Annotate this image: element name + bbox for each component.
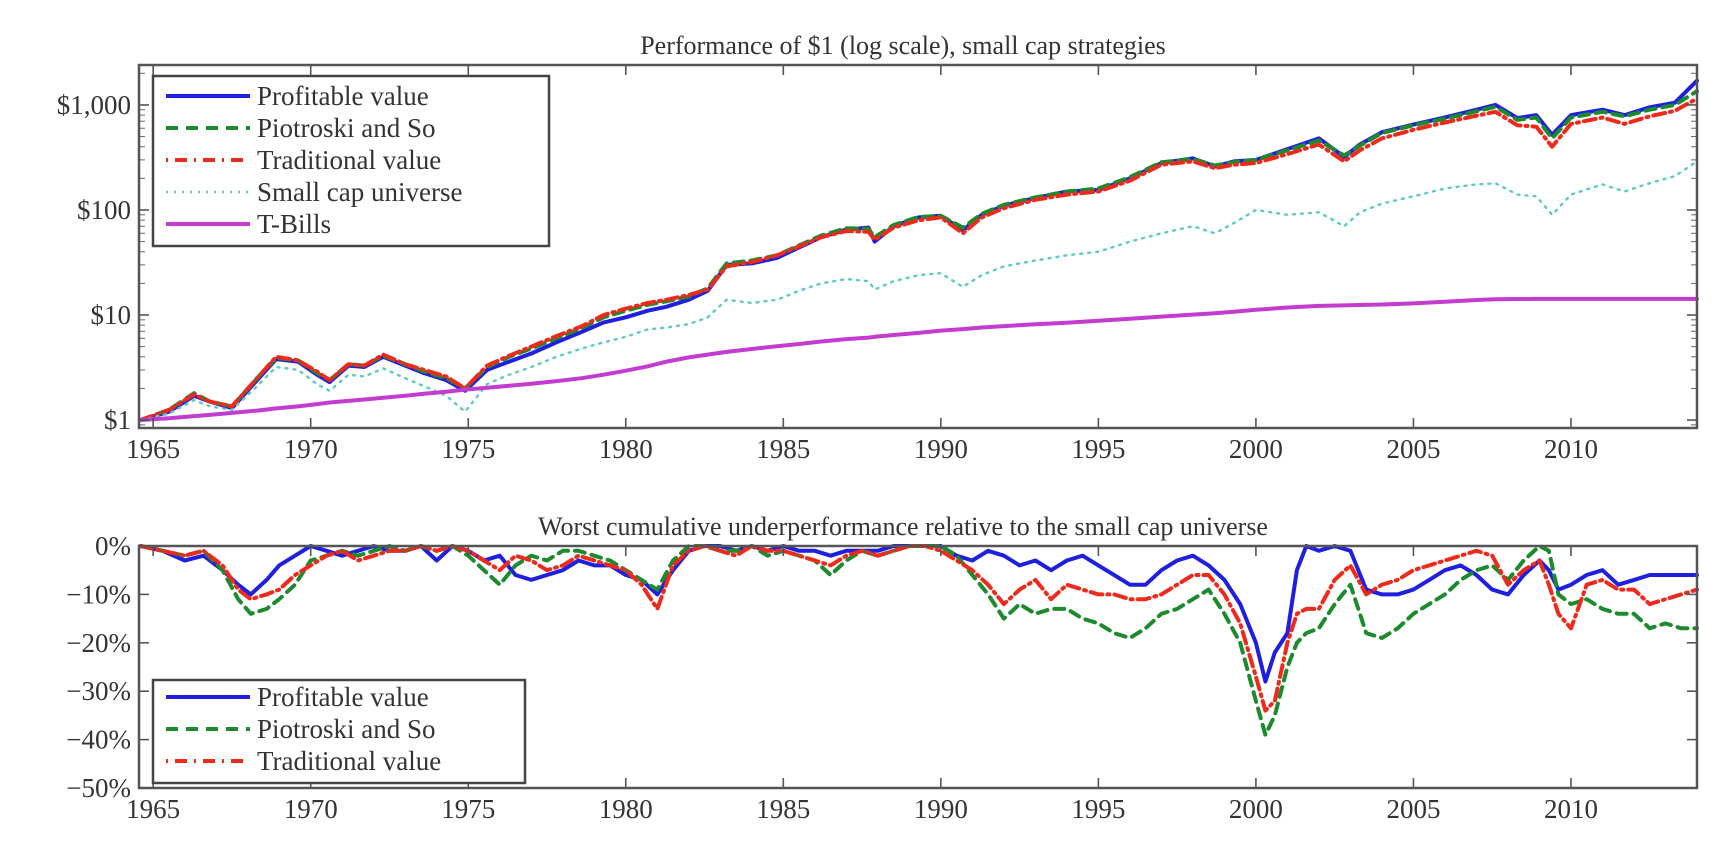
legend-label-traditional-value: Traditional value bbox=[257, 145, 441, 175]
legend-label-profitable-value: Profitable value bbox=[257, 682, 429, 712]
x-tick-label: 2005 bbox=[1386, 794, 1440, 824]
performance-series-group bbox=[138, 78, 1699, 422]
y-tick-label: $1,000 bbox=[57, 90, 131, 120]
x-tick-label: 1995 bbox=[1071, 794, 1125, 824]
x-tick-label: 1975 bbox=[441, 434, 495, 464]
legend-item-profitable-value: Profitable value bbox=[166, 81, 429, 111]
x-tick-label: 1995 bbox=[1071, 434, 1125, 464]
x-tick-label: 1980 bbox=[599, 434, 653, 464]
x-tick-label: 1975 bbox=[441, 794, 495, 824]
performance-chart-title: Performance of $1 (log scale), small cap… bbox=[640, 31, 1166, 60]
performance-chart: Performance of $1 (log scale), small cap… bbox=[57, 31, 1699, 464]
x-tick-label: 1970 bbox=[284, 434, 338, 464]
x-tick-label: 1965 bbox=[126, 434, 180, 464]
x-tick-label: 2005 bbox=[1386, 434, 1440, 464]
legend-item-small-cap-universe: Small cap universe bbox=[166, 177, 462, 207]
performance-series-t-bills bbox=[138, 296, 1699, 422]
underperformance-plot-frame bbox=[137, 544, 1699, 790]
y-tick-label: −30% bbox=[66, 676, 131, 706]
x-tick-label: 1985 bbox=[756, 794, 810, 824]
x-tick-label: 1980 bbox=[599, 794, 653, 824]
x-tick-label: 2010 bbox=[1544, 794, 1598, 824]
legend-label-piotroski-and-so: Piotroski and So bbox=[257, 714, 436, 744]
performance-plot-frame bbox=[137, 63, 1699, 430]
x-tick-label: 2010 bbox=[1544, 434, 1598, 464]
underperformance-series-profitable-value bbox=[138, 544, 1699, 684]
x-tick-label: 1985 bbox=[756, 434, 810, 464]
y-tick-label: $1 bbox=[104, 405, 131, 435]
legend-item-traditional-value: Traditional value bbox=[166, 145, 441, 175]
underperformance-chart: Worst cumulative underperformance relati… bbox=[66, 512, 1699, 824]
underperformance-chart-title: Worst cumulative underperformance relati… bbox=[538, 512, 1268, 541]
y-tick-label: −50% bbox=[66, 773, 131, 803]
legend-item-t-bills: T-Bills bbox=[166, 209, 331, 239]
y-tick-label: $10 bbox=[91, 300, 132, 330]
legend-item-profitable-value: Profitable value bbox=[166, 682, 429, 712]
legend-label-small-cap-universe: Small cap universe bbox=[257, 177, 462, 207]
y-tick-label: −10% bbox=[66, 579, 131, 609]
legend-item-piotroski-and-so: Piotroski and So bbox=[166, 714, 436, 744]
y-tick-label: −20% bbox=[66, 628, 131, 658]
legend-item-traditional-value: Traditional value bbox=[166, 746, 441, 776]
performance-legend-box bbox=[151, 74, 551, 248]
legend-label-traditional-value: Traditional value bbox=[257, 746, 441, 776]
performance-legend: Profitable value Piotroski and So Tradit… bbox=[151, 74, 551, 248]
x-tick-label: 2000 bbox=[1229, 794, 1283, 824]
x-tick-label: 1970 bbox=[284, 794, 338, 824]
x-tick-label: 1990 bbox=[914, 434, 968, 464]
y-tick-label: $100 bbox=[77, 195, 131, 225]
performance-series-traditional-value bbox=[138, 96, 1699, 422]
x-tick-label: 1990 bbox=[914, 794, 968, 824]
legend-label-t-bills: T-Bills bbox=[257, 209, 331, 239]
underperformance-axis-ticks: 1965 1970 1975 1980 1985 1990 1995 2000 2005 2010… bbox=[66, 531, 1697, 824]
legend-label-piotroski-and-so: Piotroski and So bbox=[257, 113, 436, 143]
underperformance-legend: Profitable value Piotroski and So Tradit… bbox=[151, 678, 527, 785]
y-tick-label: 0% bbox=[95, 531, 131, 561]
performance-axis-ticks: 1965 1970 1975 1980 1985 1990 1995 2000 2005 2010… bbox=[57, 65, 1697, 464]
legend-label-profitable-value: Profitable value bbox=[257, 81, 429, 111]
performance-series-small-cap-universe bbox=[139, 160, 1699, 422]
legend-item-piotroski-and-so: Piotroski and So bbox=[166, 113, 436, 143]
x-tick-label: 1965 bbox=[126, 794, 180, 824]
x-tick-label: 2000 bbox=[1229, 434, 1283, 464]
y-tick-label: −40% bbox=[66, 725, 131, 755]
